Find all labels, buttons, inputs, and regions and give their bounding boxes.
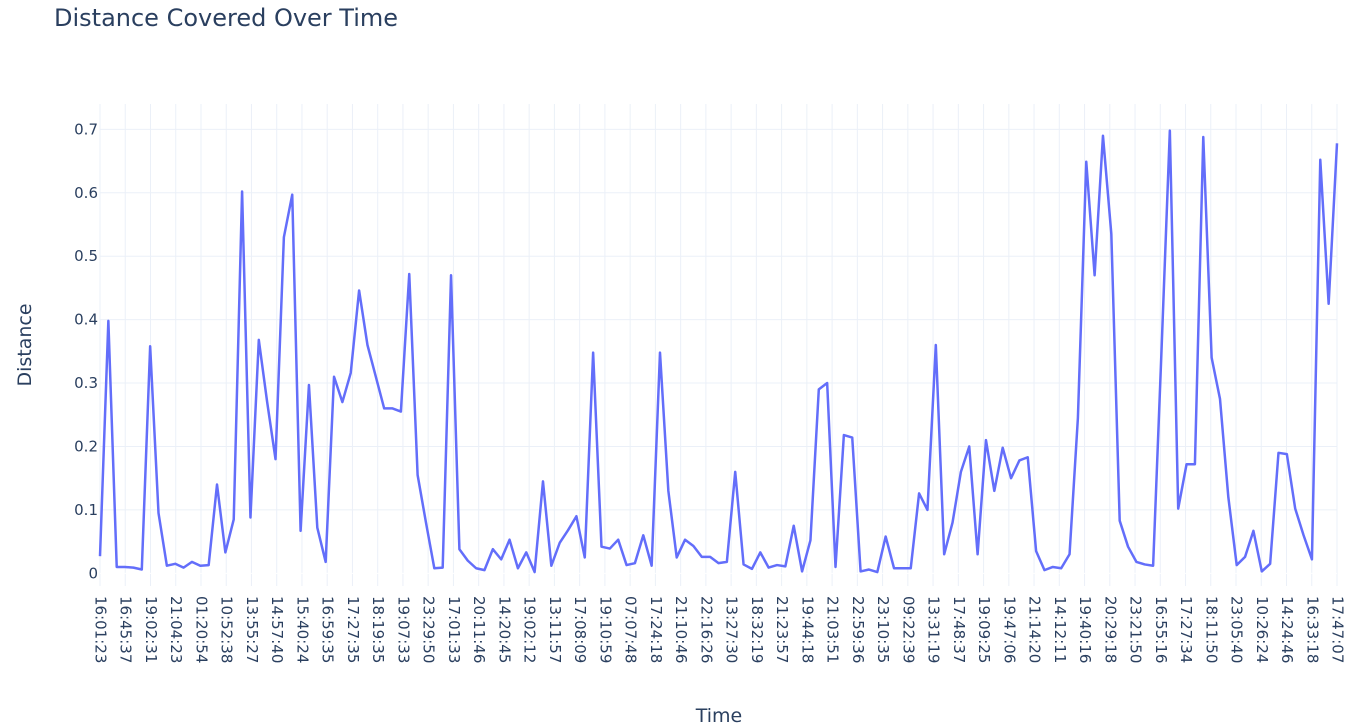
- y-tick-label: 0.5: [74, 247, 98, 265]
- y-axis-title: Distance: [14, 303, 36, 386]
- x-tick-label: 14:20:45: [495, 596, 513, 663]
- x-tick-label: 20:11:46: [470, 596, 488, 663]
- x-gridlines: [99, 104, 1338, 586]
- x-tick-label: 17:27:34: [1177, 596, 1195, 663]
- x-tick-label: 20:29:18: [1101, 596, 1119, 663]
- x-tick-label: 22:16:26: [697, 596, 715, 663]
- x-tick-label: 19:07:33: [394, 596, 412, 663]
- x-tick-label: 13:31:19: [925, 596, 943, 663]
- x-tick-label: 16:33:18: [1303, 596, 1321, 663]
- x-tick-label: 10:26:24: [1253, 596, 1271, 663]
- y-axis-ticks: 0 0.1 0.2 0.3 0.4 0.5 0.6 0.7: [74, 120, 98, 582]
- x-tick-label: 23:29:50: [420, 596, 438, 663]
- y-tick-label: 0.7: [74, 120, 98, 138]
- x-tick-label: 19:40:16: [1076, 596, 1094, 663]
- x-tick-label: 16:45:37: [117, 596, 135, 663]
- x-tick-label: 19:09:25: [975, 596, 993, 663]
- x-tick-label: 13:27:30: [723, 596, 741, 663]
- x-tick-label: 21:23:57: [773, 596, 791, 663]
- x-tick-label: 16:55:16: [1152, 596, 1170, 663]
- x-tick-label: 09:22:39: [899, 596, 917, 663]
- x-tick-label: 18:19:35: [369, 596, 387, 663]
- y-tick-label: 0: [88, 564, 98, 582]
- x-tick-label: 14:57:40: [268, 596, 286, 663]
- x-tick-label: 13:11:57: [546, 596, 564, 663]
- x-tick-label: 21:03:51: [824, 596, 842, 663]
- x-tick-label: 16:59:35: [319, 596, 337, 663]
- x-tick-label: 19:02:31: [142, 596, 160, 663]
- x-tick-label: 13:55:27: [243, 596, 261, 663]
- x-tick-label: 23:05:40: [1228, 596, 1246, 663]
- x-tick-label: 17:24:18: [647, 596, 665, 663]
- x-tick-label: 14:24:46: [1278, 596, 1296, 663]
- y-tick-label: 0.1: [74, 501, 98, 519]
- y-tick-label: 0.4: [74, 311, 98, 329]
- x-tick-label: 22:59:36: [849, 596, 867, 663]
- y-tick-label: 0.2: [74, 437, 98, 455]
- x-tick-label: 23:21:50: [1127, 596, 1145, 663]
- y-tick-label: 0.3: [74, 374, 98, 392]
- x-tick-label: 19:10:59: [596, 596, 614, 663]
- x-tick-label: 18:11:50: [1202, 596, 1220, 663]
- x-tick-label: 21:04:23: [167, 596, 185, 663]
- x-tick-label: 17:47:07: [1329, 596, 1347, 663]
- x-tick-label: 21:10:46: [672, 596, 690, 663]
- chart-title: Distance Covered Over Time: [54, 4, 399, 32]
- x-tick-label: 01:20:54: [192, 596, 210, 663]
- x-tick-label: 19:02:12: [521, 596, 539, 663]
- distance-series-line: [98, 129, 1339, 574]
- x-tick-label: 10:52:38: [218, 596, 236, 663]
- x-tick-label: 21:14:20: [1026, 596, 1044, 663]
- x-tick-label: 14:12:11: [1051, 596, 1069, 663]
- x-tick-label: 07:07:48: [622, 596, 640, 663]
- y-tick-label: 0.6: [74, 184, 98, 202]
- x-tick-label: 17:01:33: [445, 596, 463, 663]
- y-gridlines: [100, 128, 1337, 574]
- x-axis-ticks: 16:01:23 16:45:37 19:02:31 21:04:23 01:20:54…: [92, 596, 1347, 663]
- x-tick-label: 15:40:24: [293, 596, 311, 663]
- x-tick-label: 23:10:35: [874, 596, 892, 663]
- x-tick-label: 19:47:06: [1000, 596, 1018, 663]
- x-tick-label: 17:08:09: [571, 596, 589, 663]
- x-tick-label: 16:01:23: [92, 596, 110, 663]
- x-axis-title: Time: [695, 705, 743, 727]
- x-tick-label: 17:48:37: [950, 596, 968, 663]
- x-tick-label: 19:44:18: [798, 596, 816, 663]
- x-tick-label: 18:32:19: [748, 596, 766, 663]
- x-tick-label: 17:27:35: [344, 596, 362, 663]
